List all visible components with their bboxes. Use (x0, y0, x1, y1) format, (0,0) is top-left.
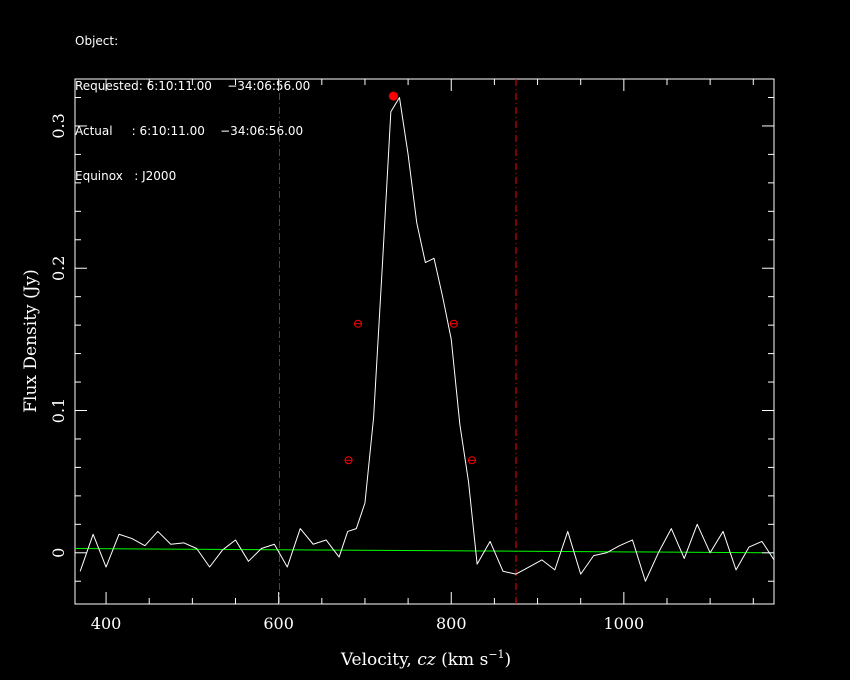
spectrum-line (79, 96, 775, 582)
x-tick-label: 400 (91, 614, 122, 633)
baseline-line (74, 548, 775, 554)
x-axis-ticks: 400 600 800 1000 (91, 79, 754, 633)
y-tick-label: 0.3 (49, 113, 68, 138)
peak-marker (388, 91, 398, 101)
x-axis-label: Velocity, cz (km s−1) (340, 648, 511, 670)
baseline-fit (74, 548, 775, 554)
spectrum-series (79, 96, 775, 582)
width-marker-2 (449, 319, 458, 328)
equinox-line: Equinox : J2000 (75, 169, 177, 183)
measurement-markers (344, 91, 476, 465)
velocity-window-lines (279, 79, 517, 604)
object-line: Object: (75, 34, 119, 48)
width-marker-3 (344, 456, 353, 465)
actual-coordinates: Actual : 6:10:11.00 −34:06:56.00 (75, 124, 304, 138)
y-axis-ticks: 0 0.1 0.2 0.3 (49, 96, 774, 582)
y-tick-label: 0 (49, 548, 68, 558)
requested-coordinates: Requested: 6:10:11.00 −34:06:56.00 (75, 79, 311, 93)
width-marker-1 (354, 319, 363, 328)
y-tick-label: 0.2 (49, 256, 68, 281)
x-tick-label: 1000 (603, 614, 644, 633)
y-tick-label: 0.1 (49, 398, 68, 423)
x-tick-label: 600 (263, 614, 294, 633)
plot-frame (74, 78, 775, 605)
object-info-header: Object: Requested: 6:10:11.00 −34:06:56.… (75, 4, 310, 199)
y-axis-label: Flux Density (Jy) (21, 269, 41, 413)
x-tick-label: 800 (436, 614, 467, 633)
width-marker-4 (467, 456, 476, 465)
